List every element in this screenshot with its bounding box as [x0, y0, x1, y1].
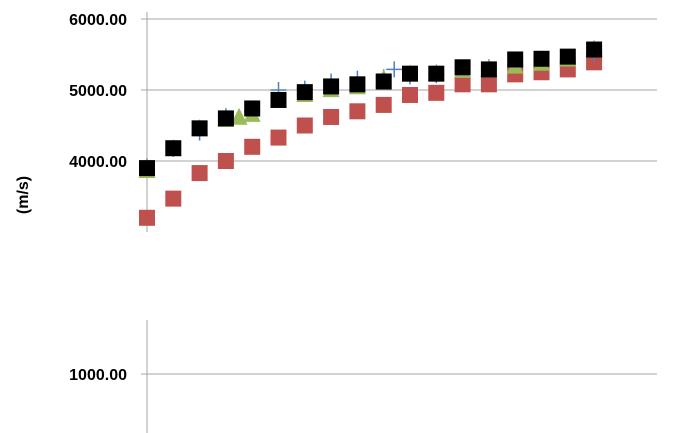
series-1 [139, 45, 603, 175]
data-point [507, 51, 524, 68]
data-point [323, 78, 340, 95]
data-point [230, 107, 248, 125]
data-point [139, 160, 155, 177]
data-point [586, 54, 603, 71]
data-point [270, 91, 287, 108]
data-point [165, 190, 182, 207]
data-point [323, 108, 340, 125]
data-point [375, 73, 392, 90]
data-point [375, 96, 392, 113]
data-point [139, 209, 155, 226]
data-point [559, 48, 576, 65]
data-point [191, 165, 208, 182]
data-point [165, 140, 182, 157]
lower-y-tick-label: 1000.00 [69, 367, 127, 384]
upper-y-tick-label: 4000.00 [69, 154, 127, 171]
series-2 [138, 39, 603, 179]
data-point [349, 103, 366, 120]
data-point [270, 129, 287, 146]
upper-plot-area: 6000.00 5000.00 4000.00 [69, 12, 657, 232]
data-point [244, 138, 261, 155]
data-point [296, 117, 313, 134]
y-axis-title: (m/s) [15, 176, 32, 214]
data-point [349, 76, 366, 93]
data-point [454, 76, 471, 93]
data-point [402, 86, 418, 103]
data-point [296, 84, 313, 101]
data-point [244, 100, 261, 117]
data-point [533, 50, 550, 67]
data-point [217, 153, 234, 169]
data-point [586, 41, 603, 58]
data-point [428, 84, 445, 101]
lower-plot-area: 1000.00 [69, 320, 657, 433]
data-point [191, 120, 208, 137]
series-0 [139, 54, 603, 226]
data-point [454, 59, 471, 76]
series-3 [139, 41, 603, 177]
data-point [217, 110, 234, 127]
data-point [480, 61, 497, 78]
data-point [428, 65, 445, 82]
data-point [386, 61, 403, 78]
data-point [402, 65, 418, 82]
upper-y-tick-label: 5000.00 [69, 83, 127, 100]
data-point [480, 76, 497, 93]
upper-y-tick-label: 6000.00 [69, 12, 127, 29]
